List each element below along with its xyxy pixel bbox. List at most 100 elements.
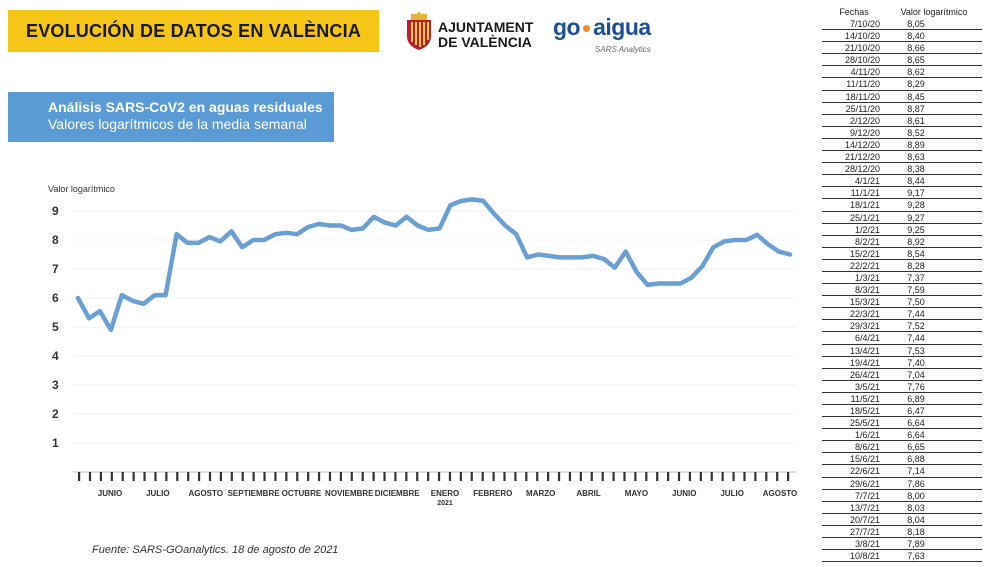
- table-cell-date: 28/10/20: [844, 55, 880, 66]
- table-cell-value: 9,17: [907, 188, 925, 199]
- x-tick-mark: [525, 472, 528, 481]
- x-tick-mark: [383, 472, 386, 481]
- line-chart: 1 2 3 4 5 6 7 8 9 JUNIO JULIO AGOSTO SEPTIEMBRE OCTUB…: [52, 197, 798, 507]
- table-row: 8/3/21 7,59: [822, 284, 982, 297]
- info-box: Análisis SARS-CoV2 en aguas residuales V…: [8, 92, 334, 142]
- table-row: 18/5/21 6,47: [822, 405, 982, 418]
- table-cell-value: 7,44: [907, 309, 925, 320]
- table-row: 11/11/20 8,29: [822, 78, 982, 91]
- x-tick-mark: [612, 472, 615, 481]
- x-tick-mark: [339, 472, 342, 481]
- table-row: 19/4/21 7,40: [822, 357, 982, 369]
- x-tick-mark: [263, 472, 266, 481]
- x-tick-mark: [699, 472, 702, 481]
- table-cell-date: 29/6/21: [849, 478, 880, 489]
- table-cell-value: 7,37: [907, 272, 925, 283]
- table-cell-value: 7,40: [907, 357, 925, 368]
- x-tick-mark: [710, 472, 713, 481]
- table-cell-value: 7,50: [907, 297, 925, 308]
- x-month-label: SEPTIEMBRE: [228, 489, 281, 498]
- x-tick-mark: [547, 472, 550, 481]
- table-cell-value: 7,52: [907, 321, 925, 332]
- x-tick-mark: [448, 472, 452, 481]
- table-row: 10/8/21 7,63: [822, 550, 982, 563]
- x-tick-mark: [252, 472, 255, 481]
- table-row: 29/3/21 7,52: [822, 320, 982, 333]
- table-cell-date: 14/12/20: [844, 139, 880, 150]
- x-month-label: JUNIO: [98, 489, 122, 498]
- table-cell-value: 8,87: [907, 103, 925, 114]
- table-cell-date: 1/3/21: [854, 272, 880, 283]
- x-tick-mark: [208, 472, 212, 481]
- table-cell-date: 4/11/20: [850, 67, 880, 78]
- table-cell-value: 7,63: [907, 551, 925, 562]
- x-tick-mark: [187, 472, 190, 481]
- table-cell-date: 10/8/21: [849, 551, 880, 562]
- x-tick-mark: [307, 472, 310, 481]
- x-tick-mark: [492, 472, 495, 481]
- table-header-values: Valor logarítmico: [900, 7, 968, 17]
- table-row: 25/11/20 8,87: [822, 103, 982, 115]
- table-row: 3/8/21 7,89: [822, 538, 982, 551]
- table-cell-value: 8,00: [907, 490, 925, 501]
- table-cell-value: 8,89: [907, 139, 925, 150]
- table-cell-value: 8,54: [907, 248, 925, 259]
- table-cell-value: 7,59: [907, 285, 925, 296]
- x-month-label: ABRIL: [576, 489, 601, 498]
- table-cell-value: 6,47: [907, 406, 925, 416]
- table-cell-date: 1/6/21: [854, 430, 880, 441]
- x-month-label: DICIEMBRE: [375, 489, 421, 498]
- y-tick-label: 3: [52, 378, 59, 392]
- x-tick-mark: [132, 472, 135, 481]
- x-tick-mark: [590, 472, 593, 481]
- table-row: 4/1/21 8,44: [822, 175, 982, 188]
- table-cell-value: 9,28: [907, 200, 925, 211]
- x-tick-mark: [776, 472, 779, 481]
- x-month-label: AGOSTO: [188, 489, 223, 498]
- x-tick-mark: [427, 472, 430, 481]
- x-tick-mark: [754, 472, 757, 481]
- table-cell-date: 14/10/20: [844, 31, 880, 42]
- table-cell-date: 15/6/21: [849, 454, 880, 465]
- x-tick-mark: [470, 472, 473, 481]
- x-month-label: AGOSTO: [763, 489, 798, 498]
- table-row: 28/12/20 8,38: [822, 163, 982, 176]
- table-row: 9/12/20 8,52: [822, 127, 982, 139]
- table-cell-date: 11/1/21: [850, 188, 880, 199]
- table-row: 2/12/20 8,61: [822, 115, 982, 127]
- x-tick-mark: [688, 472, 692, 481]
- x-month-label: FEBRERO: [473, 489, 512, 498]
- table-cell-value: 8,28: [907, 260, 925, 271]
- y-tick-label: 8: [52, 233, 59, 247]
- table-row: 15/3/21 7,50: [822, 296, 982, 309]
- table-body: 7/10/20 8,05 14/10/20 8,40 21/10/20 8,66 28/10…: [822, 18, 982, 563]
- table-cell-date: 27/7/21: [849, 526, 880, 537]
- table-cell-value: 8,03: [907, 502, 925, 513]
- table-cell-date: 22/3/21: [849, 309, 880, 320]
- table-cell-date: 29/3/21: [849, 321, 880, 332]
- table-cell-value: 6,65: [907, 442, 925, 453]
- info-box-line1: Análisis SARS-CoV2 en aguas residuales: [48, 99, 323, 115]
- goaigua-dot-icon: [583, 25, 591, 33]
- table-cell-value: 7,04: [907, 369, 925, 380]
- x-tick-mark: [285, 472, 288, 481]
- x-tick-mark: [503, 472, 506, 481]
- y-tick-label: 4: [52, 349, 59, 363]
- table-cell-value: 8,40: [907, 31, 925, 42]
- x-tick-mark: [405, 472, 408, 481]
- table-cell-date: 11/5/21: [850, 393, 880, 404]
- table-cell-value: 8,18: [907, 526, 925, 537]
- table-cell-date: 3/8/21: [854, 539, 880, 550]
- table-cell-value: 7,14: [907, 466, 925, 477]
- table-row: 25/1/21 9,27: [822, 212, 982, 224]
- x-month-year-label: 2021: [437, 500, 453, 507]
- table-cell-date: 18/5/21: [849, 406, 880, 416]
- x-tick-mark: [88, 472, 92, 481]
- x-tick-mark: [274, 472, 277, 481]
- table-cell-date: 21/10/20: [844, 43, 880, 54]
- x-tick-mark: [328, 472, 332, 481]
- series-line: [75, 197, 793, 333]
- table-cell-value: 6,89: [907, 393, 925, 404]
- x-month-label: OCTUBRE: [282, 489, 322, 498]
- table-cell-date: 28/12/20: [844, 164, 880, 175]
